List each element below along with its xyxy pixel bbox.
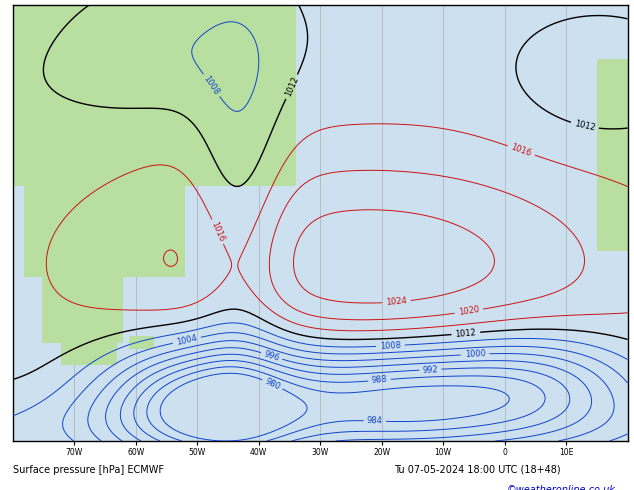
Text: Surface pressure [hPa] ECMWF: Surface pressure [hPa] ECMWF <box>13 465 164 475</box>
Text: 984: 984 <box>367 416 383 426</box>
Text: 1016: 1016 <box>510 143 533 158</box>
Text: 1020: 1020 <box>458 305 480 318</box>
Text: Tu 07-05-2024 18:00 UTC (18+48): Tu 07-05-2024 18:00 UTC (18+48) <box>394 465 560 475</box>
Text: 996: 996 <box>262 349 281 363</box>
Text: 988: 988 <box>371 375 388 385</box>
Text: 1012: 1012 <box>455 328 477 339</box>
Text: 1024: 1024 <box>385 296 407 307</box>
Text: 992: 992 <box>422 365 439 374</box>
Text: 1000: 1000 <box>464 349 486 359</box>
Text: 1004: 1004 <box>176 334 198 347</box>
Text: 1008: 1008 <box>202 74 221 97</box>
Text: 1016: 1016 <box>209 220 226 243</box>
Text: ©weatheronline.co.uk: ©weatheronline.co.uk <box>507 485 616 490</box>
Text: 1012: 1012 <box>283 75 300 98</box>
Text: 1012: 1012 <box>574 119 596 133</box>
Text: 980: 980 <box>263 377 281 392</box>
Text: 1008: 1008 <box>380 341 401 351</box>
